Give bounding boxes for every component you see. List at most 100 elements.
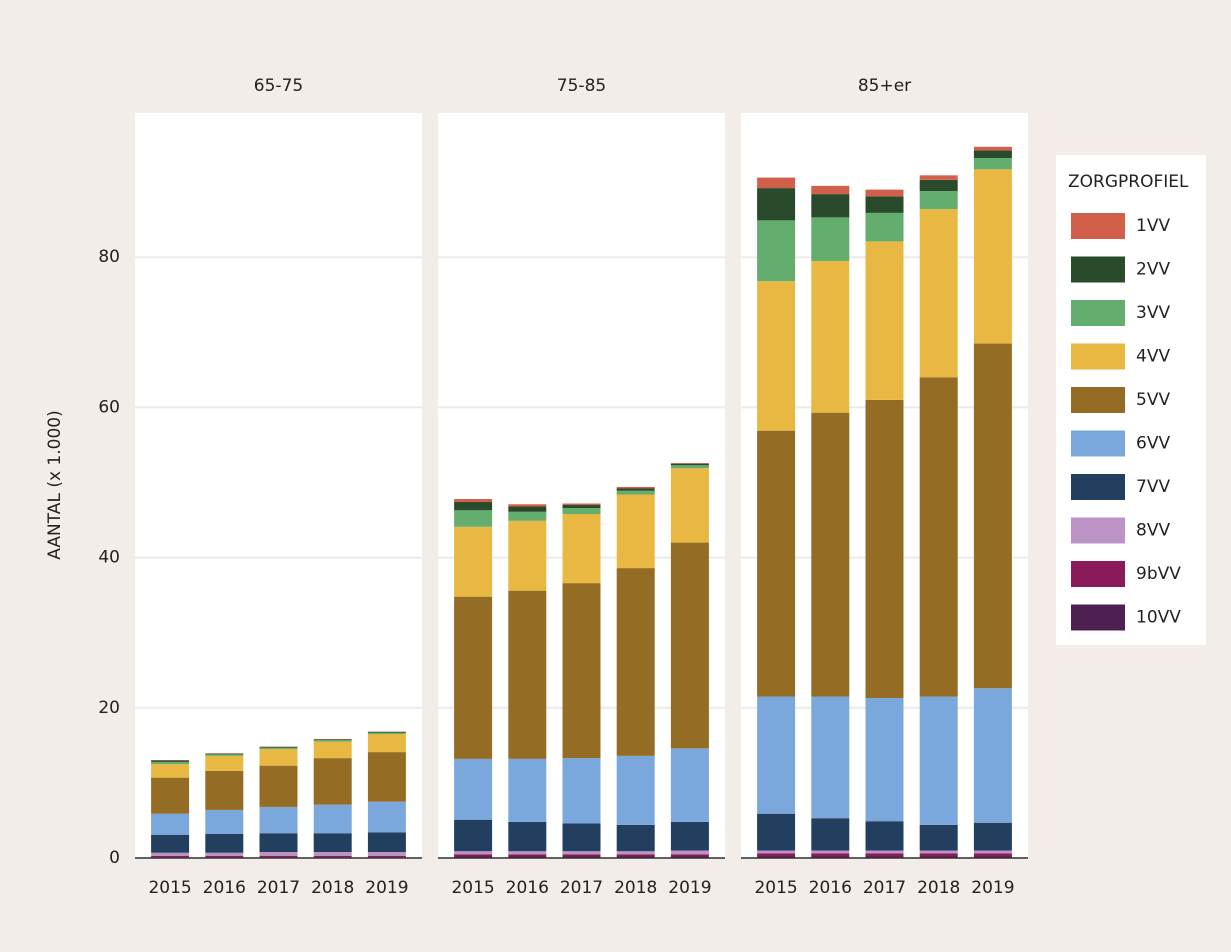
bar-segment [367, 801, 406, 833]
bar-segment [811, 856, 850, 858]
bar-segment [865, 196, 904, 213]
legend-swatch [1071, 256, 1125, 283]
bar-segment [757, 281, 796, 431]
legend-label: 6VV [1136, 434, 1170, 454]
bar-segment [454, 819, 493, 852]
legend-title: ZORGPROFIEL [1068, 172, 1189, 192]
bar-segment [508, 851, 547, 855]
bar-segment [973, 146, 1012, 151]
bar-segment [670, 821, 709, 851]
bar-segment [616, 824, 655, 852]
bar-segment [757, 850, 796, 854]
bar-segment [811, 412, 850, 697]
legend-swatch [1071, 517, 1125, 544]
bar-segment [973, 850, 1012, 854]
bar-segment [865, 856, 904, 858]
bar-segment [205, 770, 244, 810]
bar-segment [616, 854, 655, 857]
legend-label: 7VV [1136, 477, 1170, 497]
bar-segment [865, 698, 904, 822]
bar-segment [508, 854, 547, 857]
bar-segment [811, 696, 850, 819]
bar-segment [151, 852, 190, 856]
bar-segment [757, 177, 796, 189]
legend-label: 3VV [1136, 303, 1170, 323]
bar-segment [811, 818, 850, 851]
legend-label: 4VV [1136, 347, 1170, 367]
x-tick-label: 2019 [971, 878, 1014, 898]
bar-segment [454, 499, 493, 503]
bar-segment [562, 514, 601, 584]
bar-segment [757, 220, 796, 282]
bar-segment [865, 821, 904, 851]
bar-segment [865, 189, 904, 197]
bar-segment [454, 856, 493, 858]
bar-segment [919, 377, 958, 697]
bar-segment [670, 850, 709, 855]
bar-segment [919, 824, 958, 851]
x-tick-label: 2019 [668, 878, 711, 898]
facet-title: 75-85 [557, 76, 606, 96]
bar-segment [811, 194, 850, 218]
bar-segment [508, 821, 547, 852]
x-tick-label: 2016 [506, 878, 549, 898]
bar-segment [811, 217, 850, 261]
bar-segment [151, 761, 190, 765]
bar-segment [562, 758, 601, 824]
bar-segment [205, 755, 244, 771]
bar-segment [757, 856, 796, 858]
y-axis-title: AANTAL (x 1.000) [45, 410, 65, 559]
x-tick-label: 2016 [203, 878, 246, 898]
x-tick-label: 2015 [451, 878, 494, 898]
x-tick-label: 2015 [754, 878, 797, 898]
bar-segment [616, 490, 655, 495]
bar-segment [973, 169, 1012, 344]
x-tick-label: 2016 [809, 878, 852, 898]
legend-label: 9bVV [1136, 564, 1181, 584]
x-tick-label: 2018 [311, 878, 354, 898]
bar-segment [259, 746, 298, 748]
x-tick-label: 2017 [257, 878, 300, 898]
bar-segment [757, 696, 796, 814]
bar-segment [919, 856, 958, 858]
y-tick-label: 80 [98, 247, 120, 267]
bar-segment [562, 854, 601, 857]
bar-segment [205, 852, 244, 856]
bar-segment [562, 508, 601, 515]
bar-segment [562, 856, 601, 858]
bar-segment [508, 590, 547, 759]
y-tick-label: 0 [109, 848, 120, 868]
bar-segment [313, 851, 352, 856]
bar-segment [508, 856, 547, 858]
bar-segment [562, 851, 601, 855]
legend-swatch [1071, 213, 1125, 239]
bar-segment [454, 758, 493, 820]
bar-segment [313, 804, 352, 834]
bar-segment [205, 833, 244, 853]
bar-segment [367, 855, 406, 858]
bar-segment [205, 754, 244, 756]
legend-label: 10VV [1136, 608, 1181, 628]
bar-segment [367, 732, 406, 735]
bar-segment [919, 191, 958, 210]
bar-segment [865, 212, 904, 242]
bar-segment [205, 809, 244, 834]
bar-segment [259, 833, 298, 852]
bar-segment [313, 741, 352, 759]
bar-segment [151, 764, 190, 778]
bar-segment [616, 568, 655, 756]
bar-segment [811, 260, 850, 413]
bar-segment [919, 175, 958, 180]
legend-swatch [1071, 387, 1125, 413]
bar-segment [919, 696, 958, 825]
bar-segment [865, 399, 904, 699]
bar-segment [811, 185, 850, 195]
bar-segment [670, 854, 709, 857]
bar-segment [973, 856, 1012, 858]
bar-segment [919, 850, 958, 854]
legend-swatch [1071, 343, 1125, 370]
bar-segment [670, 748, 709, 822]
bar-segment [919, 853, 958, 857]
bar-segment [562, 823, 601, 852]
y-tick-label: 60 [98, 397, 120, 417]
